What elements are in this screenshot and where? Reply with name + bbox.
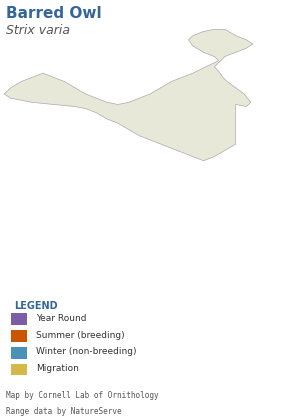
Polygon shape [4,29,253,161]
Bar [11,347,28,359]
Text: LEGEND: LEGEND [14,301,58,311]
Text: Barred Owl: Barred Owl [6,6,102,21]
Bar [11,330,28,342]
Text: Range data by NatureServe: Range data by NatureServe [6,407,122,416]
Bar [11,364,28,375]
Text: Strix varia: Strix varia [6,24,70,37]
Text: Map by Cornell Lab of Ornithology: Map by Cornell Lab of Ornithology [6,391,159,399]
Text: Summer (breeding): Summer (breeding) [36,331,124,340]
Text: Winter (non-breeding): Winter (non-breeding) [36,347,136,357]
Text: Year Round: Year Round [36,314,86,323]
Text: Migration: Migration [36,364,79,373]
Bar [11,313,28,325]
